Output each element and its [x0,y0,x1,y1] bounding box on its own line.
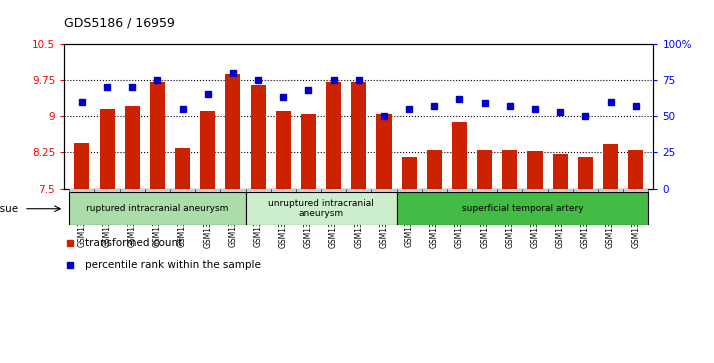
Bar [548,44,573,189]
Bar [472,189,497,192]
Bar [376,114,391,189]
Bar [271,189,296,192]
Bar [447,189,472,192]
Bar [598,44,623,189]
Bar [94,189,120,192]
Bar [528,151,543,189]
Bar [628,150,643,189]
Bar [99,109,115,189]
Text: tissue: tissue [0,204,19,214]
Bar [346,189,371,192]
Bar [221,44,246,189]
Bar [452,122,467,189]
Bar [578,157,593,189]
Bar [94,44,120,189]
Bar [371,44,396,189]
Bar [427,150,442,189]
Bar [396,44,422,189]
Bar [422,189,447,192]
Bar [573,44,598,189]
Bar [301,114,316,189]
Bar [548,189,573,192]
Bar [477,150,492,189]
Bar [120,44,145,189]
Bar [497,189,523,192]
Bar [497,44,523,189]
Bar [523,44,548,189]
Bar [321,189,346,192]
Bar [623,189,648,192]
Bar [246,192,396,225]
Bar [195,189,221,192]
Bar [623,44,648,189]
Bar [276,111,291,189]
Bar [251,85,266,189]
Bar [125,106,140,189]
Bar [447,44,472,189]
Bar [396,192,648,225]
Bar [175,148,190,189]
Bar [74,143,89,189]
Bar [523,189,548,192]
Bar [371,189,396,192]
Bar [351,82,366,189]
Bar [69,192,246,225]
Bar [120,189,145,192]
Bar [69,44,94,189]
Bar [226,74,241,189]
Text: percentile rank within the sample: percentile rank within the sample [85,260,261,270]
Text: superficial temporal artery: superficial temporal artery [461,204,583,213]
Bar [200,111,216,189]
Bar [150,82,165,189]
Text: unruptured intracranial
aneurysm: unruptured intracranial aneurysm [268,199,374,219]
Bar [422,44,447,189]
Text: transformed count: transformed count [85,238,182,248]
Bar [502,150,518,189]
Bar [396,189,422,192]
Bar [145,189,170,192]
Bar [221,189,246,192]
Bar [271,44,296,189]
Bar [603,144,618,189]
Bar [573,189,598,192]
Bar [401,157,417,189]
Text: GDS5186 / 16959: GDS5186 / 16959 [64,16,175,29]
Bar [598,189,623,192]
Bar [472,44,497,189]
Bar [145,44,170,189]
Bar [296,189,321,192]
Bar [321,44,346,189]
Bar [246,44,271,189]
Bar [195,44,221,189]
Bar [170,44,195,189]
Text: ruptured intracranial aneurysm: ruptured intracranial aneurysm [86,204,228,213]
Bar [296,44,321,189]
Bar [170,189,195,192]
Bar [326,82,341,189]
Bar [246,189,271,192]
Bar [553,154,568,189]
Bar [69,189,94,192]
Bar [346,44,371,189]
